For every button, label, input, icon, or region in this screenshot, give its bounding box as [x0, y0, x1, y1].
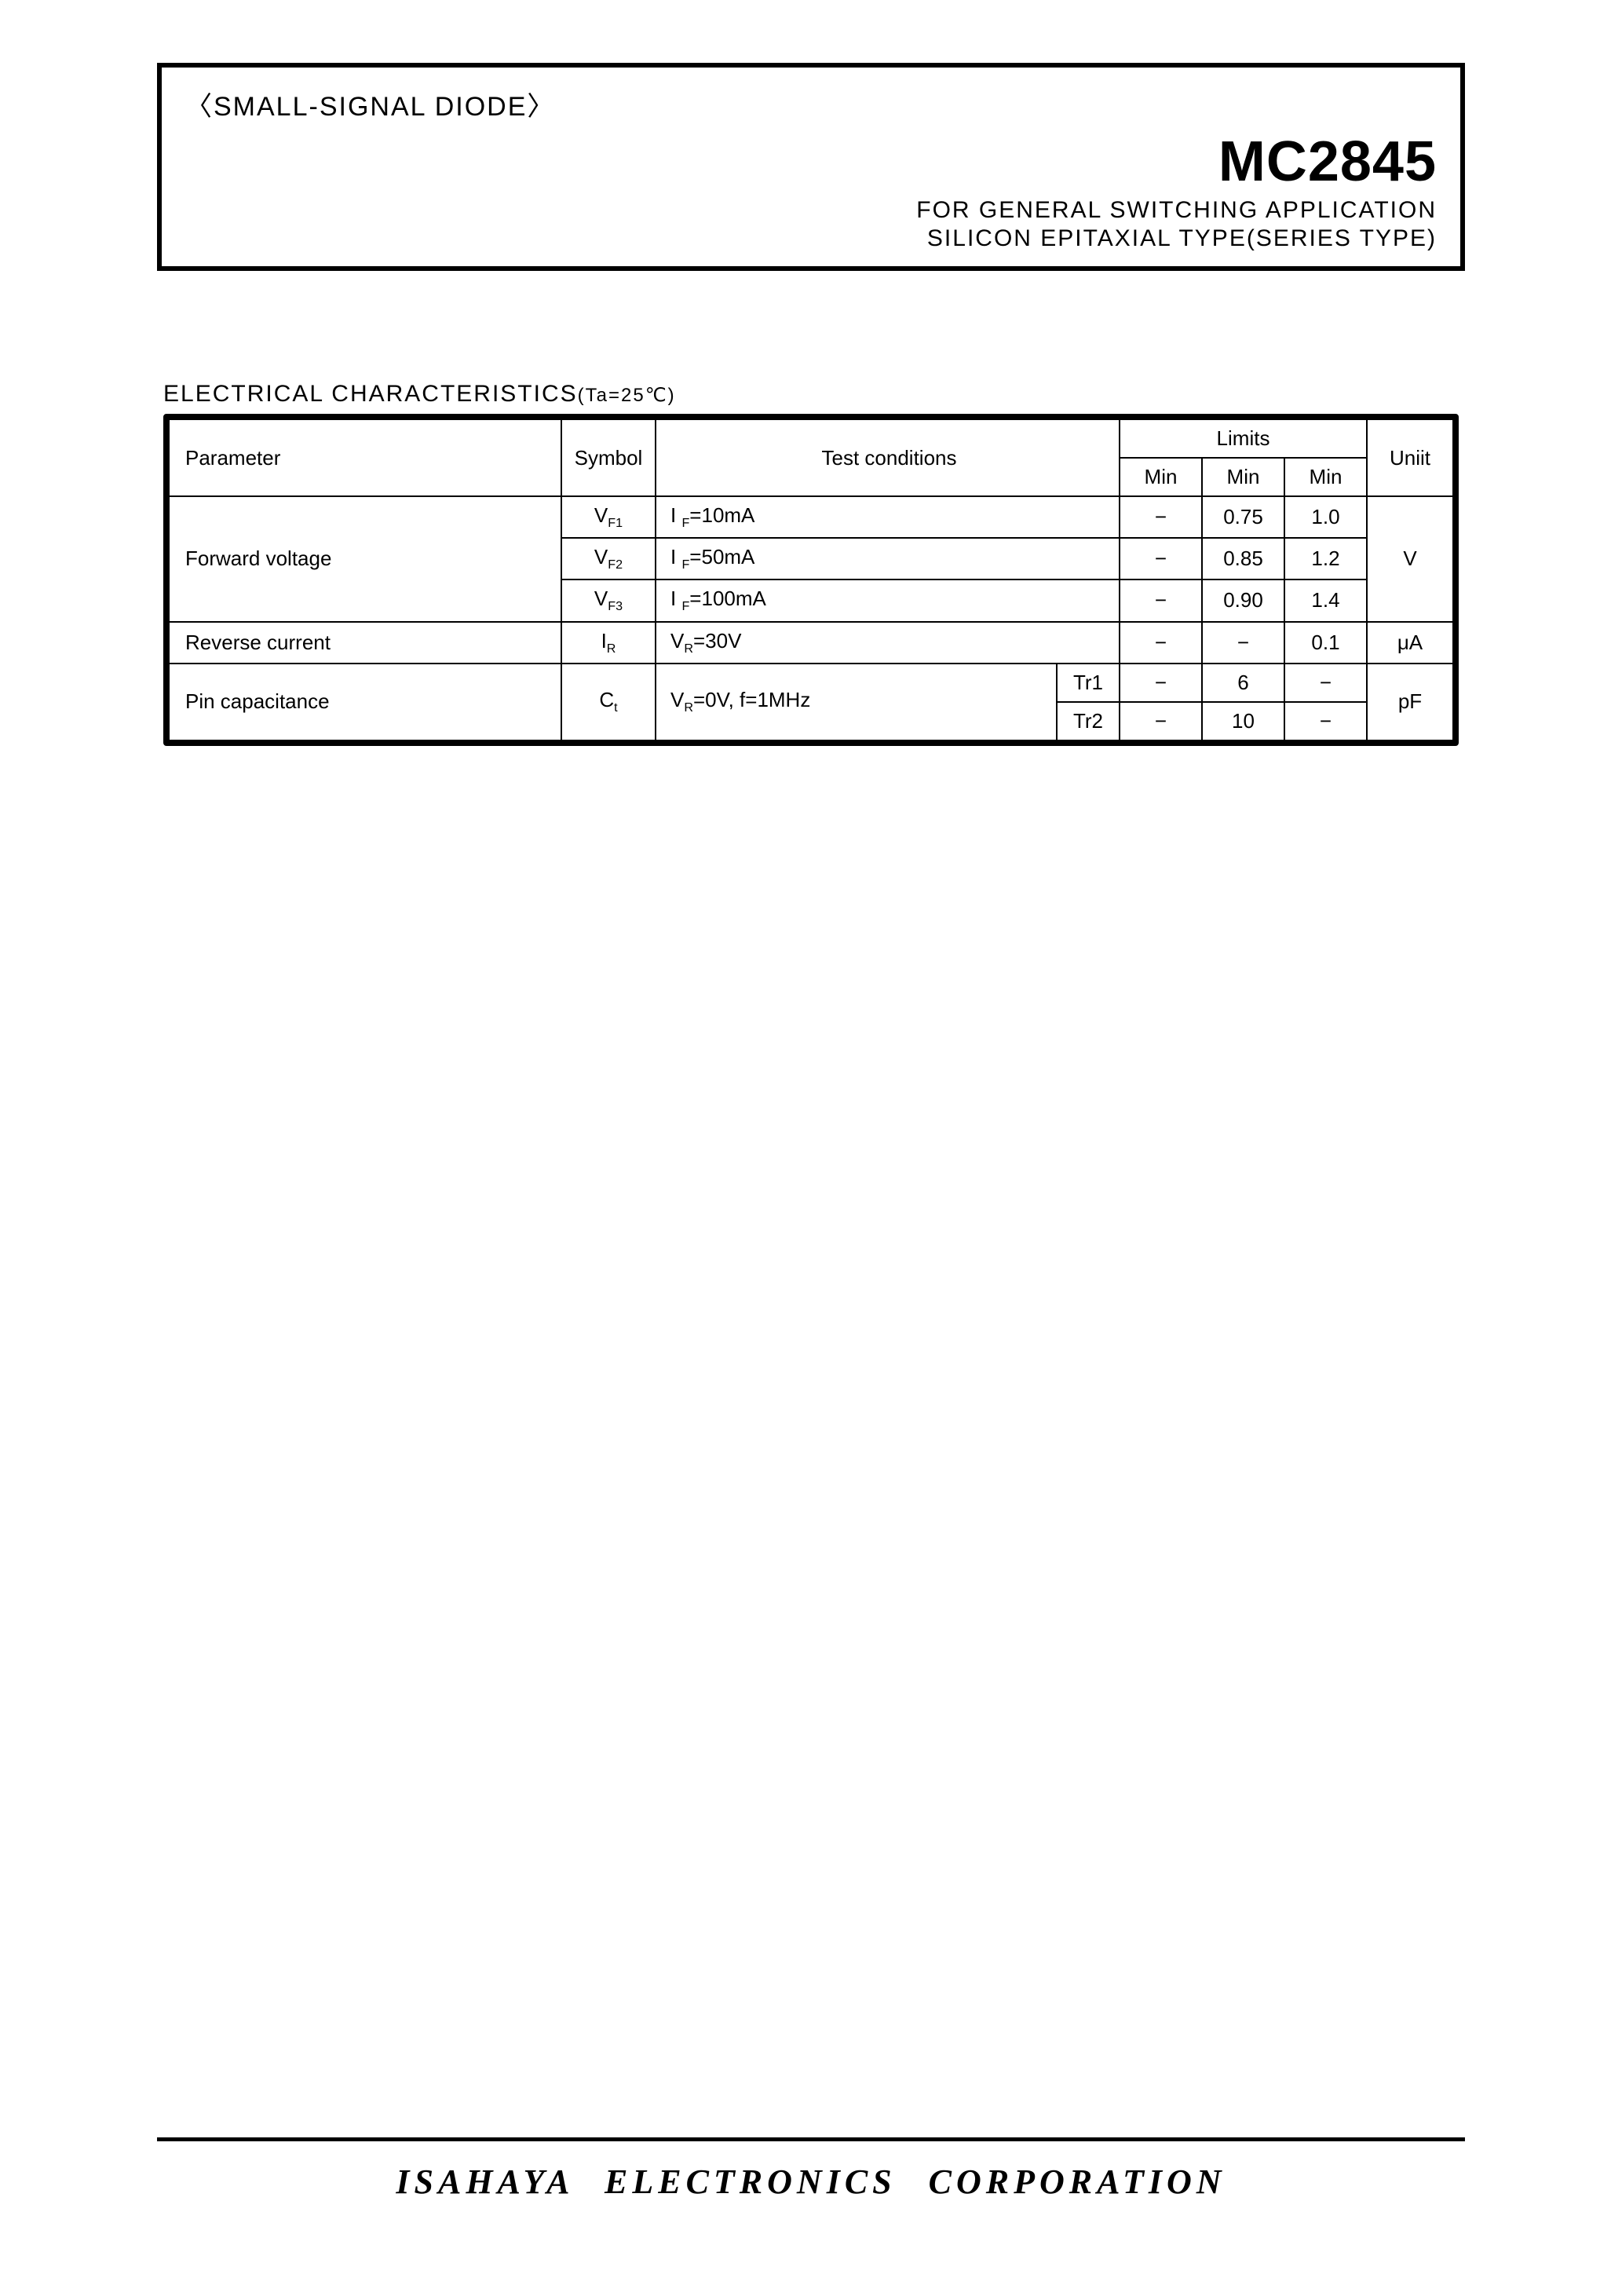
cell-max: −: [1284, 664, 1367, 702]
th-test-conditions: Test conditions: [656, 419, 1120, 496]
application-line: FOR GENERAL SWITCHING APPLICATION: [185, 197, 1437, 224]
cell-max: 0.1: [1284, 622, 1367, 664]
cell-typ: 0.85: [1202, 538, 1284, 579]
cell-min: −: [1120, 702, 1202, 740]
cell-symbol: VF2: [561, 538, 656, 579]
th-unit: Uniit: [1367, 419, 1453, 496]
cell-parameter: Forward voltage: [169, 496, 561, 622]
cell-max: −: [1284, 702, 1367, 740]
cell-typ: −: [1202, 622, 1284, 664]
cell-symbol: IR: [561, 622, 656, 664]
header-box: 〈SMALL-SIGNAL DIODE〉 MC2845 FOR GENERAL …: [157, 63, 1465, 271]
th-parameter: Parameter: [169, 419, 561, 496]
table-header: Parameter Symbol Test conditions Limits …: [169, 419, 1453, 496]
th-limits: Limits: [1120, 419, 1367, 458]
cell-unit: μA: [1367, 622, 1453, 664]
cell-max: 1.0: [1284, 496, 1367, 538]
footer-company: ISAHAYA ELECTRONICS CORPORATION: [157, 2162, 1465, 2202]
cell-min: −: [1120, 496, 1202, 538]
cell-parameter: Pin capacitance: [169, 664, 561, 740]
cell-typ: 10: [1202, 702, 1284, 740]
cell-parameter: Reverse current: [169, 622, 561, 664]
cell-condition: VR=0V, f=1MHz: [656, 664, 1057, 740]
category-label: 〈SMALL-SIGNAL DIODE〉: [185, 85, 1437, 123]
cell-unit: pF: [1367, 664, 1453, 740]
th-symbol: Symbol: [561, 419, 656, 496]
table-row: Forward voltage VF1 I F=10mA − 0.75 1.0 …: [169, 496, 1453, 538]
table-row: Reverse current IR VR=30V − − 0.1 μA: [169, 622, 1453, 664]
cell-max: 1.4: [1284, 579, 1367, 621]
cell-condition-sub: Tr2: [1057, 702, 1120, 740]
cell-unit: V: [1367, 496, 1453, 622]
electrical-characteristics-table: Parameter Symbol Test conditions Limits …: [163, 414, 1459, 746]
cell-condition-sub: Tr1: [1057, 664, 1120, 702]
type-line: SILICON EPITAXIAL TYPE(SERIES TYPE): [185, 225, 1437, 252]
section-title-text: ELECTRICAL CHARACTERISTICS: [163, 381, 578, 407]
cell-typ: 0.90: [1202, 579, 1284, 621]
section-condition: (Ta=25℃): [578, 385, 676, 406]
section-title: ELECTRICAL CHARACTERISTICS(Ta=25℃): [163, 381, 1465, 408]
page-footer: ISAHAYA ELECTRONICS CORPORATION: [157, 2137, 1465, 2202]
cell-condition: I F=50mA: [656, 538, 1120, 579]
cell-condition: VR=30V: [656, 622, 1120, 664]
cell-condition: I F=10mA: [656, 496, 1120, 538]
cell-symbol: VF3: [561, 579, 656, 621]
cell-typ: 6: [1202, 664, 1284, 702]
cell-min: −: [1120, 622, 1202, 664]
cell-max: 1.2: [1284, 538, 1367, 579]
cell-condition: I F=100mA: [656, 579, 1120, 621]
cell-typ: 0.75: [1202, 496, 1284, 538]
cell-symbol: Ct: [561, 664, 656, 740]
cell-min: −: [1120, 664, 1202, 702]
cell-min: −: [1120, 579, 1202, 621]
th-min1: Min: [1120, 458, 1202, 496]
cell-min: −: [1120, 538, 1202, 579]
part-number: MC2845: [185, 130, 1437, 194]
th-min2: Min: [1202, 458, 1284, 496]
th-min3: Min: [1284, 458, 1367, 496]
table-row: Pin capacitance Ct VR=0V, f=1MHz Tr1 − 6…: [169, 664, 1453, 702]
cell-symbol: VF1: [561, 496, 656, 538]
footer-rule: [157, 2137, 1465, 2141]
